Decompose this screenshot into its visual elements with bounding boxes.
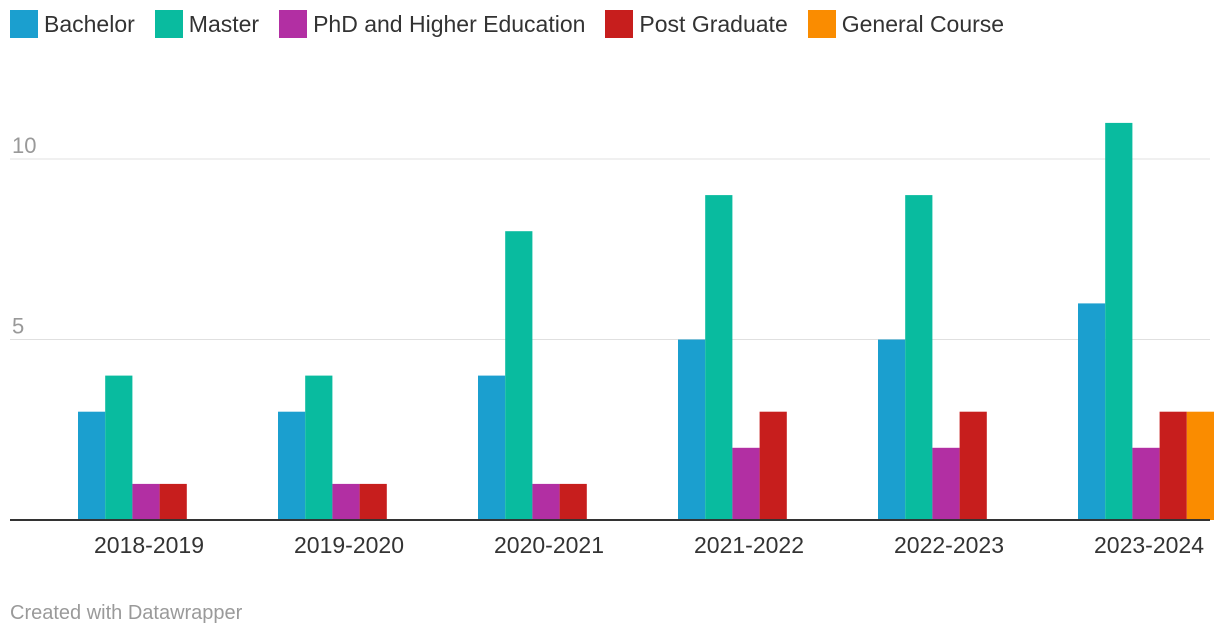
x-tick-label-2022-2023: 2022-2023 xyxy=(894,532,1004,558)
footer-credit: Created with Datawrapper xyxy=(10,602,243,624)
chart-legend: Bachelor Master PhD and Higher Education… xyxy=(10,10,1024,38)
legend-swatch-master xyxy=(154,10,183,38)
bar-2018-2019-phd-and-higher-education xyxy=(132,483,160,520)
x-tick-label-2020-2021: 2020-2021 xyxy=(494,532,604,558)
bar-2021-2022-phd-and-higher-education xyxy=(732,447,760,520)
legend-item-post-graduate: Post Graduate xyxy=(605,10,788,38)
bar-2022-2023-post-graduate xyxy=(959,411,987,520)
bar-2019-2020-phd-and-higher-education xyxy=(332,483,360,520)
bar-2022-2023-bachelor xyxy=(878,339,906,520)
bar-2019-2020-post-graduate xyxy=(359,483,387,520)
legend-swatch-bachelor xyxy=(10,10,38,38)
legend-label-phd: PhD and Higher Education xyxy=(313,10,586,37)
bar-2018-2019-master xyxy=(105,375,133,520)
bar-2022-2023-phd-and-higher-education xyxy=(932,447,960,520)
bar-2018-2019-bachelor xyxy=(78,411,106,520)
y-tick-label-10: 10 xyxy=(12,133,36,158)
legend-label-bachelor: Bachelor xyxy=(44,10,135,37)
bar-2020-2021-bachelor xyxy=(478,375,506,520)
legend-label-general-course: General Course xyxy=(841,10,1005,37)
legend-item-bachelor: Bachelor xyxy=(10,10,135,38)
bar-2023-2024-general-course xyxy=(1186,411,1214,520)
legend-swatch-phd xyxy=(279,10,308,38)
bar-2021-2022-master xyxy=(705,195,733,520)
x-tick-label-2019-2020: 2019-2020 xyxy=(294,532,404,558)
bar-2019-2020-master xyxy=(305,375,333,520)
legend-item-master: Master xyxy=(154,10,260,38)
bar-2021-2022-bachelor xyxy=(678,339,706,520)
bar-2020-2021-post-graduate xyxy=(559,483,587,520)
y-tick-label-5: 5 xyxy=(12,314,24,339)
bar-2020-2021-master xyxy=(505,231,533,520)
x-tick-label-2023-2024: 2023-2024 xyxy=(1094,532,1204,558)
bar-2023-2024-master xyxy=(1105,122,1133,521)
legend-item-phd: PhD and Higher Education xyxy=(279,10,585,38)
bar-2023-2024-bachelor xyxy=(1078,303,1106,520)
bar-2018-2019-post-graduate xyxy=(159,483,187,520)
bar-2019-2020-bachelor xyxy=(278,411,306,520)
bar-2021-2022-post-graduate xyxy=(759,411,787,520)
bar-2023-2024-post-graduate xyxy=(1159,411,1187,520)
bar-2020-2021-phd-and-higher-education xyxy=(532,483,560,520)
legend-label-post-graduate: Post Graduate xyxy=(639,10,788,37)
legend-item-general-course: General Course xyxy=(807,10,1005,38)
x-tick-label-2018-2019: 2018-2019 xyxy=(94,532,204,558)
legend-swatch-general-course xyxy=(807,10,836,38)
legend-label-master: Master xyxy=(188,10,260,37)
x-tick-label-2021-2022: 2021-2022 xyxy=(694,532,804,558)
bar-2023-2024-phd-and-higher-education xyxy=(1132,447,1160,520)
bar-2022-2023-master xyxy=(905,195,933,520)
legend-swatch-post-graduate xyxy=(605,10,634,38)
